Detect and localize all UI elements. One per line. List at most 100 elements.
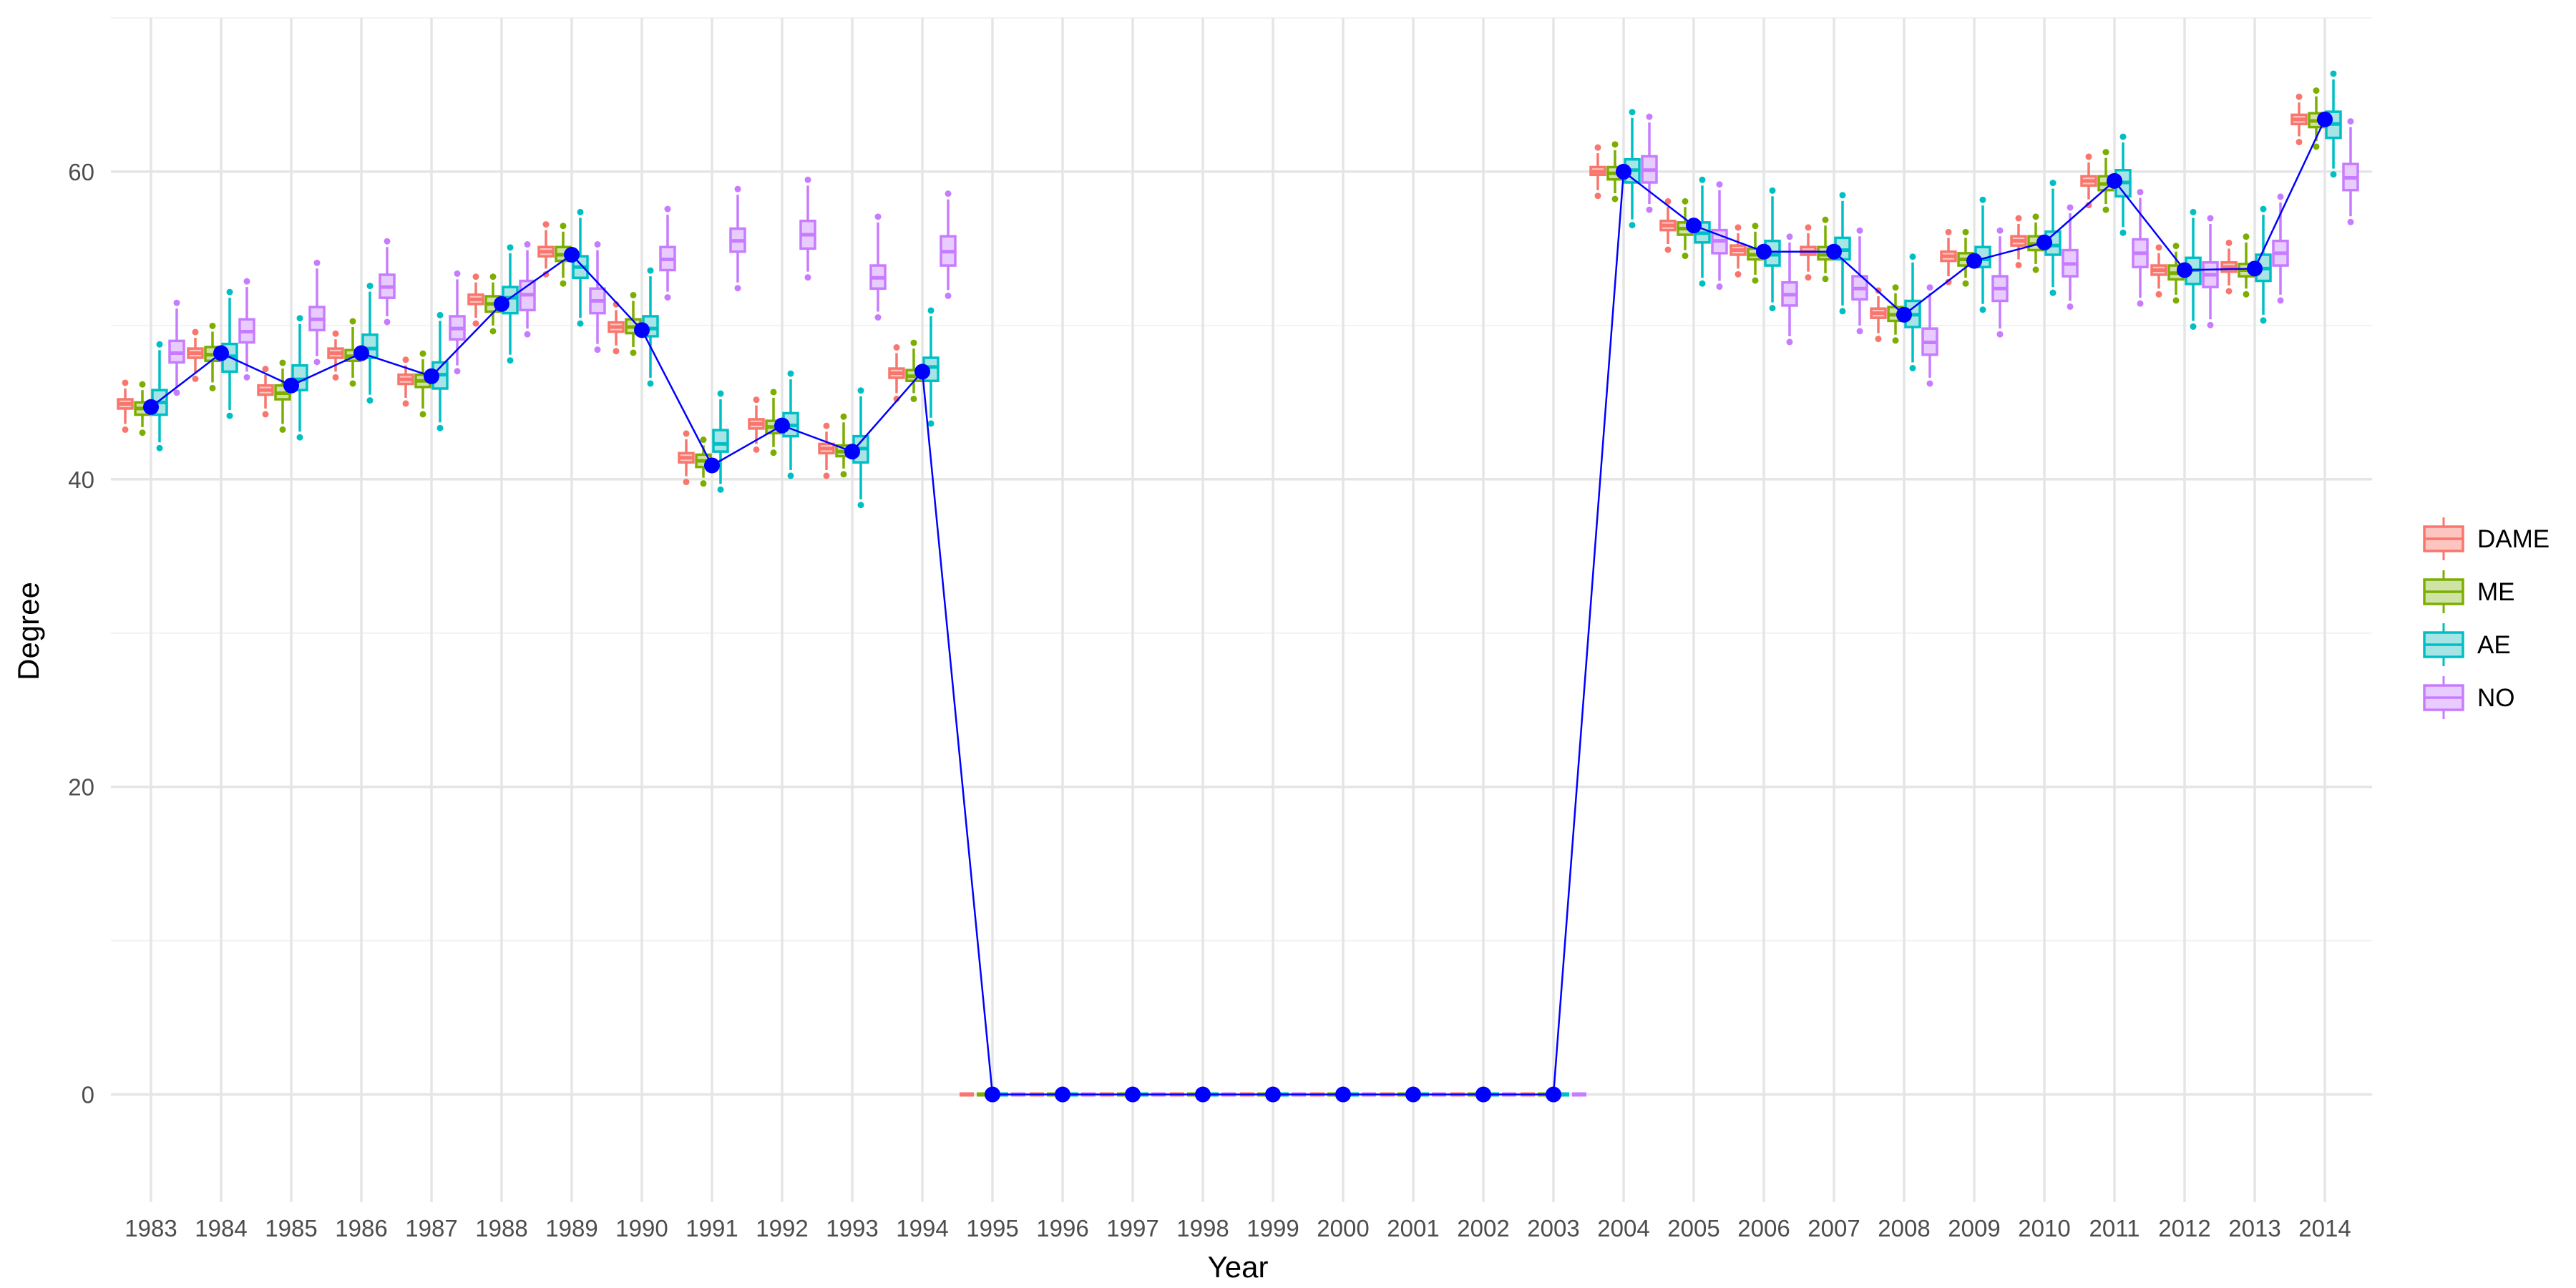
box-outlier	[683, 430, 690, 437]
box-outlier	[2330, 171, 2337, 178]
x-axis-title: Year	[1208, 1250, 1269, 1284]
box-outlier	[2067, 303, 2074, 310]
mean-point	[143, 399, 159, 415]
box-outlier	[349, 380, 356, 387]
box-outlier	[1892, 337, 1899, 344]
box-outlier	[2049, 180, 2057, 187]
box-outlier	[209, 322, 216, 329]
box-outlier	[122, 426, 129, 433]
box-outlier	[927, 307, 935, 314]
x-tick-label: 1993	[826, 1215, 878, 1241]
box-outlier	[1962, 228, 1969, 235]
box-outlier	[524, 241, 531, 248]
x-tick-label: 2007	[1807, 1215, 1860, 1241]
box-outlier	[2049, 289, 2057, 296]
grid	[111, 17, 2372, 1202]
x-tick-label: 1996	[1036, 1215, 1088, 1241]
box-outlier	[2155, 291, 2162, 298]
box-outlier	[313, 259, 321, 266]
x-tick-label: 2001	[1387, 1215, 1439, 1241]
x-tick-label: 2003	[1527, 1215, 1579, 1241]
mean-point	[2107, 172, 2122, 189]
mean-point	[634, 322, 650, 338]
box-outlier	[2137, 300, 2144, 307]
box-outlier	[472, 273, 479, 280]
x-tick-label: 1988	[475, 1215, 527, 1241]
y-tick-label: 0	[82, 1082, 94, 1108]
x-tick-label: 2002	[1457, 1215, 1509, 1241]
mean-point	[774, 417, 790, 434]
x-tick-label: 1992	[756, 1215, 808, 1241]
box-outlier	[402, 400, 409, 407]
box-outlier	[279, 426, 286, 433]
x-tick-label: 1991	[686, 1215, 738, 1241]
box-outlier	[2119, 133, 2127, 140]
box-outlier	[1594, 144, 1601, 151]
box-outlier	[524, 331, 531, 338]
box-outlier	[2085, 202, 2092, 209]
box-outlier	[436, 311, 444, 318]
box-outlier	[1892, 284, 1899, 291]
x-tick-label: 2013	[2228, 1215, 2280, 1241]
box-outlier	[1735, 224, 1742, 231]
box-outlier	[542, 221, 550, 228]
x-tick-label: 1999	[1246, 1215, 1299, 1241]
box-outlier	[1752, 223, 1759, 230]
box-outlier	[1926, 380, 1933, 387]
box-outlier	[122, 379, 129, 386]
box-outlier	[2313, 143, 2320, 150]
box-outlier	[2172, 243, 2180, 250]
box-outlier	[2015, 261, 2022, 268]
legend-item-dame: DAME	[2423, 517, 2550, 560]
box-outlier	[613, 348, 620, 355]
legend-label: DAME	[2477, 525, 2550, 553]
legend-item-ae: AE	[2423, 623, 2511, 666]
box-outlier	[1769, 187, 1776, 194]
box-outlier	[594, 346, 601, 353]
box-outlier	[840, 471, 847, 478]
y-axis-title: Degree	[11, 582, 45, 680]
box-outlier	[1875, 336, 1882, 343]
box-outlier	[1856, 328, 1863, 335]
box-outlier	[173, 389, 180, 396]
box-outlier	[874, 314, 882, 321]
box-outlier	[2260, 205, 2267, 213]
box-outlier	[2085, 153, 2092, 160]
mean-point	[494, 296, 509, 312]
box-outlier	[507, 244, 514, 251]
box-outlier	[1664, 246, 1672, 253]
box-outlier	[454, 270, 461, 277]
box-outlier	[734, 285, 741, 292]
box-outlier	[1664, 197, 1672, 205]
box-outlier	[2260, 317, 2267, 324]
box-outlier	[332, 330, 339, 337]
box-outlier	[349, 318, 356, 325]
x-tick-label: 1984	[195, 1215, 247, 1241]
box-outlier	[753, 446, 760, 453]
x-tick-label: 2004	[1597, 1215, 1649, 1241]
x-tick-label: 2005	[1667, 1215, 1719, 1241]
mean-point	[1896, 306, 1912, 323]
box-outlier	[226, 412, 233, 419]
x-tick-label: 1985	[265, 1215, 317, 1241]
box-outlier	[156, 341, 163, 348]
box-outlier	[243, 278, 250, 285]
box-outlier	[2067, 204, 2074, 211]
x-tick-label: 2011	[2089, 1215, 2140, 1241]
box-outlier	[384, 318, 391, 326]
x-tick-label: 1995	[966, 1215, 1018, 1241]
box-outlier	[1682, 197, 1689, 205]
mean-point	[564, 247, 580, 263]
box-outlier	[1769, 305, 1776, 312]
box-outlier	[770, 449, 777, 457]
mean-point	[1055, 1086, 1070, 1103]
legend: DAME ME AE NO	[2423, 517, 2550, 719]
box-outlier	[664, 205, 671, 213]
box-outlier	[489, 328, 497, 335]
box-outlier	[857, 387, 864, 394]
x-tick-label: 2014	[2298, 1215, 2351, 1241]
box-outlier	[1996, 227, 2004, 234]
box-outlier	[1909, 253, 1916, 260]
